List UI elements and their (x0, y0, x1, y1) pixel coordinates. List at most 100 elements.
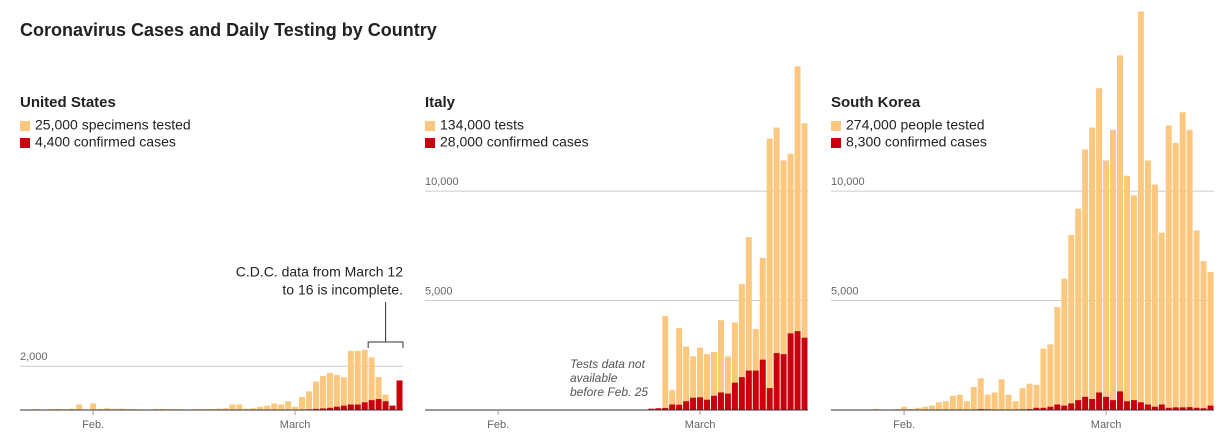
bar (1193, 407, 1200, 410)
bar (215, 408, 222, 410)
bar (956, 394, 963, 410)
bar (340, 405, 347, 410)
panel-title: Italy (425, 94, 456, 111)
bar (1151, 406, 1158, 410)
bar (1110, 400, 1117, 410)
bar (1130, 195, 1137, 410)
bar (1144, 404, 1151, 410)
bar (1033, 407, 1040, 410)
bar (1186, 129, 1193, 410)
bar (1117, 55, 1123, 411)
bar (731, 382, 738, 410)
bar (794, 66, 801, 410)
y-tick-label: 10,000 (831, 176, 865, 188)
x-tick-label: March (685, 419, 716, 431)
bar (306, 391, 312, 410)
bar (90, 403, 97, 410)
bar (1172, 142, 1179, 410)
bar (1123, 175, 1130, 410)
bar (1033, 384, 1040, 410)
bar (676, 404, 683, 410)
bar (801, 337, 808, 410)
bar (787, 333, 794, 410)
legend-swatch (831, 121, 841, 131)
bar (1068, 234, 1075, 410)
bar (683, 401, 690, 410)
bar (375, 377, 382, 410)
bar (1005, 394, 1012, 410)
bar (759, 257, 766, 410)
x-tick-label: Feb. (487, 419, 509, 431)
bar (711, 351, 717, 410)
bar (780, 160, 787, 410)
bar (648, 408, 655, 410)
bar (690, 397, 697, 410)
annotation: to 16 is incomplete. (282, 282, 403, 298)
annotation-note: before Feb. 25 (570, 385, 648, 399)
bar (354, 350, 361, 410)
bar (333, 374, 340, 410)
bar (1130, 400, 1137, 410)
bar (1103, 160, 1110, 410)
bar (724, 393, 731, 410)
bar (766, 138, 773, 411)
bar (1207, 405, 1214, 410)
bar (1096, 88, 1103, 411)
bar (1089, 127, 1096, 410)
legend-swatch (20, 138, 30, 148)
legend-label: 4,400 confirmed cases (35, 134, 176, 150)
bar (1082, 149, 1089, 410)
bar (250, 408, 257, 410)
bar (264, 405, 271, 410)
bar (745, 370, 752, 410)
bar (942, 401, 949, 410)
bar (1144, 160, 1151, 410)
bar (382, 401, 389, 410)
bar (319, 376, 326, 410)
bar (717, 392, 724, 410)
bar (690, 356, 697, 410)
x-tick-label: Feb. (893, 419, 915, 431)
bar (55, 408, 62, 410)
annotation-note: available (570, 371, 618, 385)
bar (354, 404, 361, 410)
bar (738, 377, 745, 410)
bar (1075, 400, 1082, 410)
bar (312, 381, 319, 410)
bar (124, 408, 131, 410)
bar (991, 392, 998, 410)
bar (1026, 383, 1033, 410)
bar (711, 395, 717, 410)
bar (1054, 307, 1061, 410)
bar (1061, 405, 1068, 410)
bar (389, 405, 396, 410)
bar (104, 408, 111, 410)
y-tick-label: 2,000 (20, 351, 48, 363)
bar (935, 402, 942, 410)
bar (340, 377, 347, 410)
bar (1096, 392, 1103, 410)
bar (347, 350, 354, 410)
bar (908, 408, 915, 410)
bar (326, 372, 333, 410)
bar (801, 123, 808, 410)
bar (396, 380, 403, 410)
legend-swatch (831, 138, 841, 148)
bar (977, 378, 984, 410)
y-tick-label: 10,000 (425, 176, 459, 188)
legend-label: 8,300 confirmed cases (846, 134, 987, 150)
bar (1186, 407, 1193, 410)
bar (1200, 408, 1207, 410)
bar (780, 354, 787, 410)
bar (1200, 261, 1207, 410)
bar (1075, 208, 1082, 410)
panel-title: United States (20, 94, 116, 111)
x-tick-label: March (280, 419, 311, 431)
bar (1117, 391, 1123, 410)
bar (697, 397, 704, 410)
bar (375, 399, 382, 410)
bar (159, 408, 166, 410)
bar (1040, 348, 1047, 410)
bar (319, 408, 326, 410)
bar (361, 349, 368, 410)
